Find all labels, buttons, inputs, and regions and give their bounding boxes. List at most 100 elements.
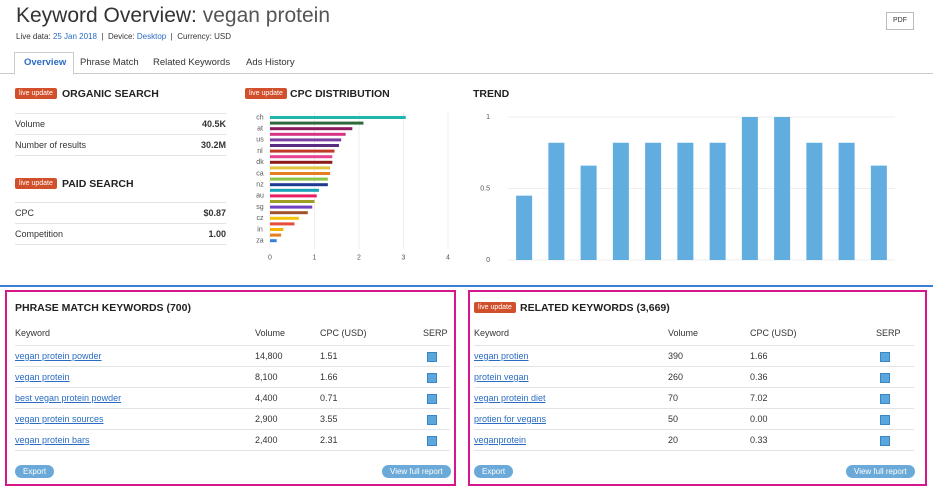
keyword-link[interactable]: protien for vegans (474, 414, 547, 424)
tab[interactable]: Related Keywords (153, 57, 231, 68)
x-tick-label: 2 (357, 255, 361, 262)
serp-icon-button[interactable] (880, 436, 890, 446)
bar (612, 142, 629, 260)
tab[interactable]: Ads History (246, 57, 295, 68)
y-tick-label: 0 (486, 257, 490, 264)
serp-icon-button[interactable] (880, 373, 890, 383)
row-line (15, 202, 226, 203)
tabs-line (0, 73, 933, 74)
y-tick-label: 0.5 (480, 185, 490, 192)
bar (270, 132, 346, 136)
device-select[interactable]: Desktop (136, 32, 167, 41)
column-header: SERP (423, 328, 448, 338)
y-tick-label: nl (257, 148, 263, 155)
export-button[interactable]: Export (474, 465, 514, 478)
bar (270, 121, 364, 125)
section-title: ORGANIC SEARCH (62, 88, 159, 100)
volume: 20 (668, 435, 679, 445)
pdf-button[interactable]: PDF (886, 12, 914, 30)
row-line (15, 134, 226, 135)
bar (270, 166, 331, 170)
serp-icon-button[interactable] (880, 415, 890, 425)
serp-icon-button[interactable] (880, 352, 890, 362)
bar (709, 142, 726, 260)
serp-icon-button[interactable] (427, 373, 437, 383)
bar (270, 177, 328, 181)
keyword-link[interactable]: vegan protien (474, 351, 529, 361)
keyword-link[interactable]: protein vegan (474, 372, 529, 382)
serp-icon-button[interactable] (427, 394, 437, 404)
volume: 390 (668, 351, 684, 361)
bar (270, 200, 315, 203)
serp-icon-button[interactable] (880, 394, 890, 404)
chart-title: CPC DISTRIBUTION (290, 88, 390, 100)
keyword-link[interactable]: vegan protein diet (474, 393, 546, 403)
page-title: Keyword Overview: vegan protein (16, 4, 330, 28)
column-header: Volume (255, 328, 286, 338)
cpc: 3.55 (320, 414, 338, 424)
volume: 2,400 (255, 435, 278, 445)
bar (270, 222, 295, 226)
metric-value: 1.00 (208, 229, 226, 239)
metric-label: Volume (15, 119, 46, 129)
date-select[interactable]: 25 Jan 2018 (52, 32, 97, 41)
y-tick-label: cz (257, 215, 265, 222)
live-label: Live data: (16, 32, 51, 41)
metric-value: 40.5K (201, 119, 226, 129)
keyword-link[interactable]: vegan protein powder (15, 351, 102, 361)
serp-icon-button[interactable] (427, 415, 437, 425)
bar (270, 228, 284, 231)
cpc-chart: 0 1 2 3 4 ch at us nl dk ca nz au sg cz in za (256, 112, 450, 262)
row-line (474, 429, 914, 430)
serp-icon-button[interactable] (427, 352, 437, 362)
volume: 8,100 (255, 372, 278, 382)
row-line (15, 387, 450, 388)
row-line (15, 113, 226, 114)
y-tick-label: sg (256, 204, 264, 211)
row-line (474, 408, 914, 409)
bar (645, 142, 662, 260)
bar (580, 165, 597, 260)
tab[interactable]: Phrase Match (80, 57, 139, 68)
column-header: SERP (876, 328, 901, 338)
keyword-link[interactable]: vegan protein bars (15, 435, 90, 445)
bar (270, 127, 353, 131)
volume: 14,800 (255, 351, 283, 361)
keyword-link[interactable]: best vegan protein powder (15, 393, 122, 403)
bar (270, 144, 339, 147)
full-report-button[interactable]: View full report (846, 465, 915, 478)
cpc: 0.33 (750, 435, 768, 445)
cpc: 1.51 (320, 351, 338, 361)
keyword-link[interactable]: veganprotein (474, 435, 527, 445)
column-header: CPC (USD) (320, 328, 367, 338)
row-line (15, 155, 226, 156)
bar (806, 142, 823, 260)
row-line (15, 366, 450, 367)
bar (270, 160, 333, 164)
bar (270, 138, 342, 142)
currency: Currency: USD (177, 32, 231, 41)
full-report-button[interactable]: View full report (382, 465, 451, 478)
bar (270, 239, 277, 243)
volume: 4,400 (255, 393, 278, 403)
keyword-link[interactable]: vegan protein (15, 372, 70, 382)
bar (270, 183, 328, 187)
keyword-link[interactable]: vegan protein sources (15, 414, 104, 424)
bar (270, 205, 313, 209)
tab[interactable]: Overview (24, 57, 67, 68)
device-label: Device: (107, 32, 135, 41)
row-line (474, 366, 914, 367)
cpc: 1.66 (750, 351, 768, 361)
x-tick-label: 3 (402, 255, 406, 262)
serp-icon-button[interactable] (427, 436, 437, 446)
column-header: Volume (668, 328, 699, 338)
y-tick-label: ca (256, 170, 264, 177)
export-button[interactable]: Export (15, 465, 55, 478)
badge: live update (474, 302, 516, 313)
badge: live update (245, 88, 287, 99)
panel-title: RELATED KEYWORDS (3,669) (520, 302, 670, 314)
y-tick-label: at (257, 126, 263, 133)
row-line (15, 408, 450, 409)
metric-label: Competition (15, 229, 64, 239)
volume: 260 (668, 372, 684, 382)
